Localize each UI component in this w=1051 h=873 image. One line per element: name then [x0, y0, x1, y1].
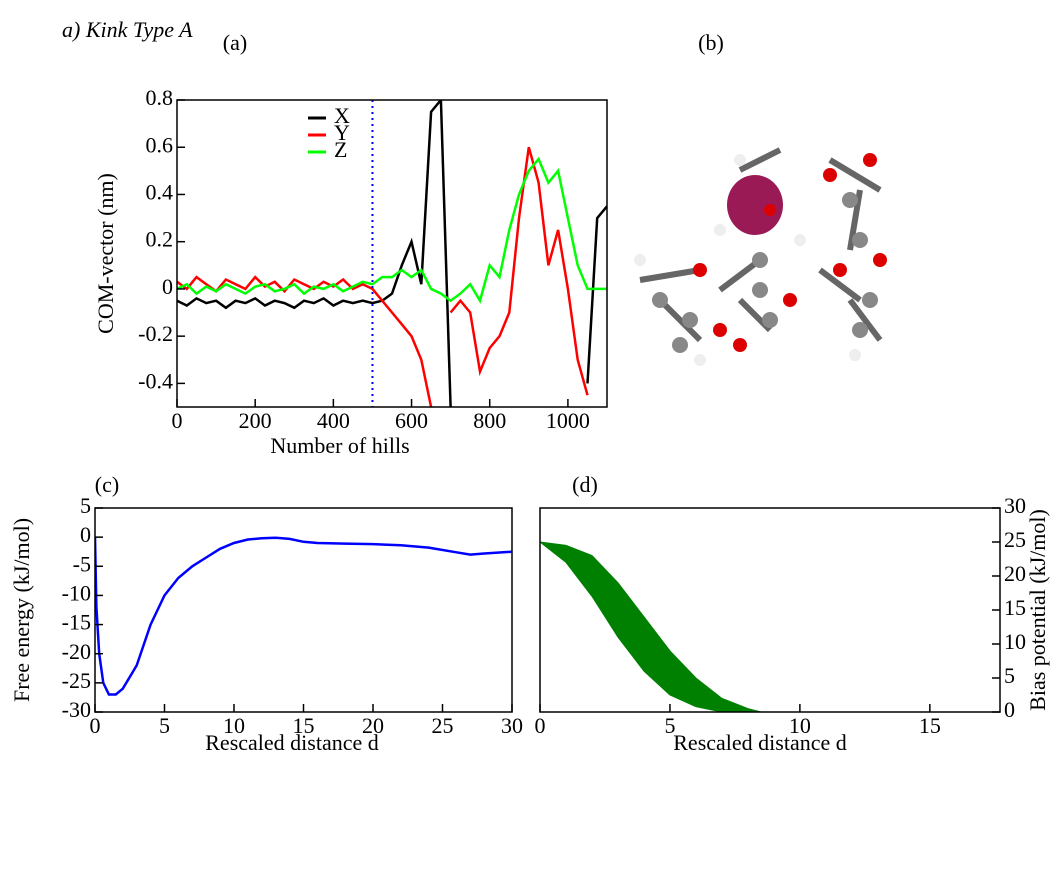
x-axis-label: Number of hills [270, 433, 409, 458]
plot-area [95, 536, 512, 696]
y-tick-label: -0.4 [138, 368, 173, 393]
legend-label: Z [334, 137, 347, 162]
axes-frame [539, 507, 1001, 713]
panel-label: (b) [698, 30, 724, 55]
y-tick-label: 0.4 [146, 180, 174, 205]
y-tick-label: 0 [1004, 697, 1015, 722]
x-axis-label: Rescaled distance d [673, 730, 847, 755]
x-tick-label: 10 [223, 713, 245, 738]
panel-label: (d) [572, 472, 598, 497]
y-tick-label: 0 [80, 522, 91, 547]
data-line [177, 100, 607, 407]
y-tick-label: -30 [62, 697, 91, 722]
y-tick-label: 0.8 [146, 85, 174, 110]
y-tick-label: 10 [1004, 629, 1026, 654]
band-area [540, 541, 762, 712]
y-tick-label: 20 [1004, 561, 1026, 586]
x-tick-label: 200 [239, 408, 272, 433]
y-tick-label: -10 [62, 580, 91, 605]
y-tick-label: 0 [162, 274, 173, 299]
x-tick-label: 800 [473, 408, 506, 433]
y-tick-label: 30 [1004, 493, 1026, 518]
y-tick-label: 25 [1004, 527, 1026, 552]
y-tick-label: -0.2 [138, 321, 173, 346]
data-line [177, 156, 607, 304]
y-axis-label: Bias potential (kJ/mol) [1025, 509, 1050, 711]
x-tick-label: 1000 [546, 408, 590, 433]
x-tick-label: 15 [919, 713, 941, 738]
y-axis-label: Free energy (kJ/mol) [9, 518, 34, 702]
panel-label: (c) [95, 472, 119, 497]
x-tick-label: 5 [159, 713, 170, 738]
y-tick-label: 15 [1004, 595, 1026, 620]
x-tick-label: 0 [172, 408, 183, 433]
legend-label: Y [334, 120, 350, 145]
data-line [95, 536, 512, 696]
y-tick-label: -25 [62, 668, 91, 693]
axes-frame [94, 507, 513, 713]
plot-area [540, 541, 762, 712]
y-tick-label: -15 [62, 610, 91, 635]
molecule-image [634, 147, 887, 366]
axes-frame [176, 99, 608, 408]
x-tick-label: 20 [362, 713, 384, 738]
y-tick-label: 0.6 [146, 132, 174, 157]
plot-area [177, 100, 607, 407]
x-tick-label: 15 [293, 713, 315, 738]
y-tick-label: 5 [80, 493, 91, 518]
x-tick-label: 600 [395, 408, 428, 433]
x-tick-label: 400 [317, 408, 350, 433]
y-axis-label: COM-vector (nm) [93, 173, 118, 334]
y-tick-label: -5 [73, 551, 91, 576]
legend-label: X [334, 103, 350, 128]
y-tick-label: -20 [62, 639, 91, 664]
x-tick-label: 10 [789, 713, 811, 738]
x-tick-label: 0 [90, 713, 101, 738]
x-tick-label: 25 [432, 713, 454, 738]
x-tick-label: 30 [501, 713, 523, 738]
y-tick-label: 5 [1004, 663, 1015, 688]
x-tick-label: 0 [535, 713, 546, 738]
x-tick-label: 5 [664, 713, 675, 738]
x-axis-label: Rescaled distance d [205, 730, 379, 755]
figure-title: a) Kink Type A [62, 17, 193, 42]
y-tick-label: 0.2 [146, 227, 174, 252]
data-line [177, 146, 589, 407]
panel-label: (a) [223, 30, 247, 55]
